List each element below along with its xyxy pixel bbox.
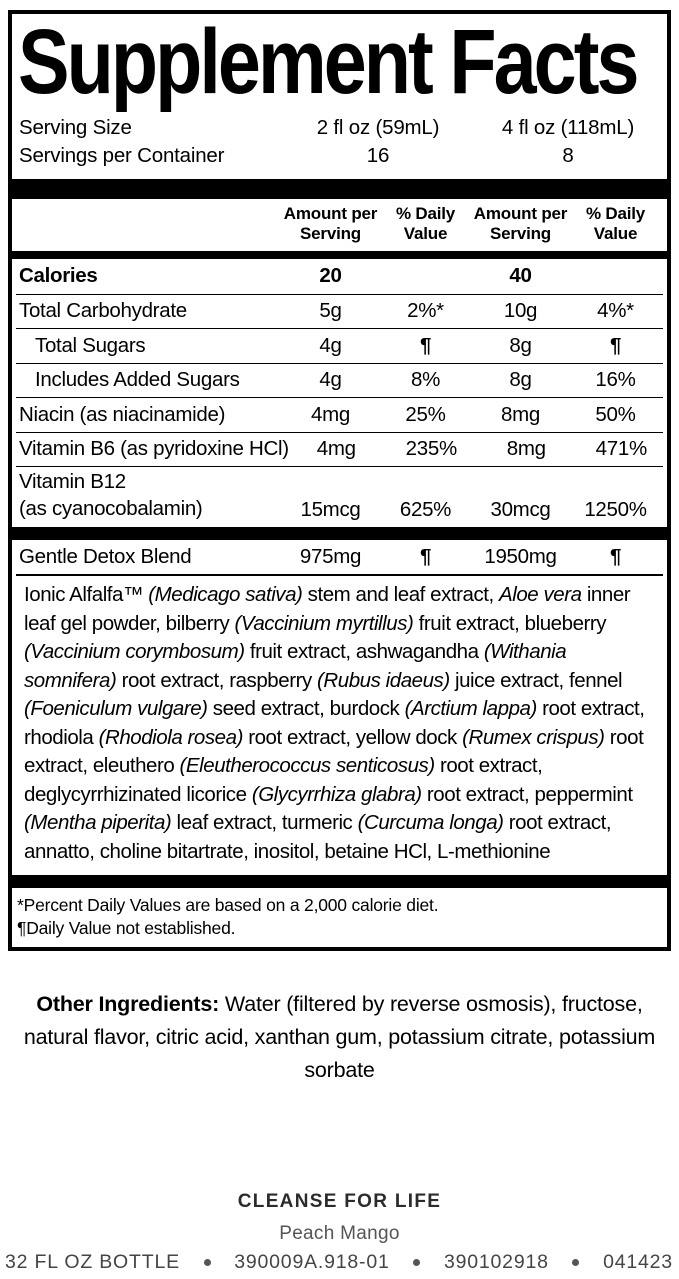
header-dv-2oz: % Daily Value [395, 204, 456, 243]
divider-bar-thick [12, 527, 667, 540]
dv-2oz: 235% [405, 437, 458, 461]
serving-size-2oz: 2 fl oz (59mL) [316, 116, 440, 139]
header-dv-4oz: % Daily Value [585, 204, 646, 243]
amount-2oz: 15mcg [300, 498, 361, 521]
bullet-separator-icon [413, 1259, 421, 1266]
dv-2oz: ¶ [419, 545, 432, 568]
dv-4oz: 4%* [597, 299, 634, 323]
nutrient-name: Niacin (as niacinamide) [19, 402, 226, 426]
amount-2oz: 4mg [311, 402, 350, 426]
other-ingredients-text: Water (filtered by reverse osmosis), fru… [23, 992, 656, 1082]
column-header-row: Amount per Serving % Daily Value Amount … [16, 199, 663, 251]
divider-bar-medium [12, 251, 667, 259]
amount-4oz: 30mcg [490, 498, 551, 521]
other-ingredients: Other Ingredients: Water (filtered by re… [16, 988, 663, 1087]
dv-2oz: 625% [399, 498, 452, 521]
amount-2oz: 5g [319, 299, 342, 323]
product-name: CLEANSE FOR LIFE [237, 1191, 442, 1212]
dv-2oz: 8% [410, 368, 441, 392]
product-code: 390009A.918-01 [234, 1251, 390, 1273]
dv-2oz: 2%* [407, 299, 444, 323]
divider-bar-thick [12, 179, 667, 199]
other-ingredients-label: Other Ingredients: [36, 992, 220, 1016]
header-amount-4oz: Amount per Serving [473, 204, 568, 243]
nutrient-name: Vitamin B12 (as cyanocobalamin) [19, 470, 203, 520]
table-row-calories: Calories 20 40 [16, 259, 663, 294]
footnote-not-established: ¶Daily Value not established. [17, 917, 236, 938]
dv-4oz: 50% [595, 402, 636, 426]
nutrient-name: Total Carbohydrate [19, 299, 187, 323]
serving-size-label: Serving Size [19, 116, 132, 139]
nutrient-name: Calories [19, 264, 98, 288]
amount-2oz: 975mg [299, 545, 362, 568]
amount-2oz: 4mg [316, 437, 356, 461]
date-code: 041423 [603, 1251, 673, 1273]
footnote-daily-values: *Percent Daily Values are based on a 2,0… [17, 895, 439, 915]
bullet-separator-icon [203, 1259, 211, 1266]
amount-4oz: 1950mg [484, 545, 557, 568]
bullet-separator-icon [572, 1259, 580, 1266]
footnotes: *Percent Daily Values are based on a 2,0… [16, 888, 663, 941]
product-info: CLEANSE FOR LIFE Peach Mango [0, 1191, 679, 1245]
amount-4oz: 10g [503, 299, 538, 323]
table-row-total-sugars: Total Sugars 4g ¶ 8g ¶ [16, 328, 663, 363]
servings-per-container-label: Servings per Container [19, 144, 225, 167]
table-row-vitamin-b12: Vitamin B12 (as cyanocobalamin) 15mcg 62… [16, 466, 663, 527]
supplement-facts-panel: Supplement Facts Serving Size 2 fl oz (5… [8, 10, 671, 951]
product-codes-row: 32 FL OZ BOTTLE 390009A.918-01 390102918… [5, 1251, 673, 1274]
dv-4oz: ¶ [609, 333, 622, 357]
blend-name: Gentle Detox Blend [19, 545, 192, 568]
servings-count-2oz: 16 [366, 144, 390, 167]
dv-4oz: 1250% [584, 498, 647, 521]
amount-4oz: 8g [509, 333, 532, 357]
table-row-vitamin-b6: Vitamin B6 (as pyridoxine HCl) 4mg 235% … [16, 431, 663, 467]
nutrient-name: Vitamin B6 (as pyridoxine HCl) [19, 437, 289, 461]
bottle-size: 32 FL OZ BOTTLE [5, 1251, 180, 1273]
table-row-added-sugars: Includes Added Sugars 4g 8% 8g 16% [16, 362, 663, 398]
dv-2oz: 25% [405, 402, 446, 426]
dv-2oz: ¶ [419, 333, 432, 357]
dv-4oz: ¶ [609, 545, 622, 568]
amount-4oz: 40 [509, 264, 532, 288]
divider-bar-thick [12, 875, 667, 888]
amount-2oz: 4g [319, 368, 342, 392]
table-row-niacin: Niacin (as niacinamide) 4mg 25% 8mg 50% [16, 397, 663, 432]
amount-4oz: 8g [509, 368, 532, 392]
panel-title: Supplement Facts [18, 11, 640, 113]
blend-description: Ionic Alfalfa™ (Medicago sativa) stem an… [24, 583, 645, 863]
lot-number: 390102918 [443, 1251, 549, 1273]
table-row-gentle-detox-blend: Gentle Detox Blend 975mg ¶ 1950mg ¶ [16, 540, 663, 576]
amount-2oz: 20 [319, 264, 342, 288]
nutrient-name: Total Sugars [35, 333, 146, 357]
amount-4oz: 8mg [506, 437, 546, 461]
dv-4oz: 471% [595, 437, 648, 461]
table-row-total-carbohydrate: Total Carbohydrate 5g 2%* 10g 4%* [16, 293, 663, 329]
amount-2oz: 4g [319, 333, 342, 357]
serving-size-row: Serving Size 2 fl oz (59mL) 4 fl oz (118… [16, 114, 663, 142]
servings-per-container-row: Servings per Container 16 8 [16, 142, 663, 170]
nutrient-name: Includes Added Sugars [35, 368, 240, 392]
amount-4oz: 8mg [501, 402, 540, 426]
product-flavor: Peach Mango [279, 1223, 400, 1244]
servings-count-4oz: 8 [562, 144, 574, 167]
dv-4oz: 16% [595, 368, 636, 392]
serving-size-4oz: 4 fl oz (118mL) [501, 116, 635, 139]
header-amount-2oz: Amount per Serving [283, 204, 378, 243]
